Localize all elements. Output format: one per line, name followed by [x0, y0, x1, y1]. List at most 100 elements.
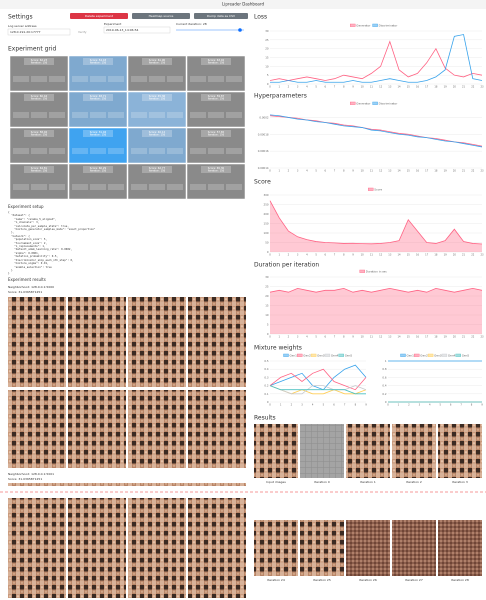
x-tick-label: 11 [370, 170, 374, 173]
cell-sub: Iteration: 156 [31, 62, 48, 65]
x-tick-label: 7 [334, 254, 336, 257]
x-tick-label: 6 [333, 404, 335, 407]
result-image [392, 424, 436, 478]
verify-link[interactable]: Verify [78, 30, 87, 34]
x-tick-label: 13 [388, 336, 392, 339]
cell-stat [108, 76, 124, 82]
cell-stat [226, 148, 242, 154]
x-tick-label: 8 [355, 404, 357, 407]
y-tick-label: 15 [265, 56, 269, 60]
x-tick-label: 7 [334, 86, 336, 89]
legend-label: Generator [356, 23, 371, 27]
x-tick-label: 12 [379, 86, 383, 89]
cell-stat [190, 184, 206, 190]
x-tick-label: 6 [325, 336, 327, 339]
result-image [392, 520, 436, 576]
x-tick-label: 12 [379, 336, 383, 339]
x-tick-label: 21 [462, 170, 466, 173]
cell-stat [90, 184, 106, 190]
cell-stat [108, 184, 124, 190]
x-tick-label: 13 [388, 170, 392, 173]
x-tick-label: 0 [269, 404, 271, 407]
result-images [8, 498, 246, 598]
cell-stat [13, 184, 29, 190]
image-strip [8, 483, 246, 486]
cell-stat [49, 76, 65, 82]
legend-swatch [368, 188, 373, 191]
x-tick-label: 7 [334, 170, 336, 173]
result-label: Input images [266, 480, 286, 484]
x-tick-label: 15 [407, 254, 411, 257]
x-tick-label: 23 [480, 170, 484, 173]
x-tick-label: 16 [416, 254, 420, 257]
cell-stat [167, 76, 183, 82]
result-label: Iteration 0 [314, 480, 330, 484]
button-label: Delete experiment [85, 14, 114, 18]
slider-thumb[interactable] [238, 28, 242, 32]
x-tick-label: 20 [453, 170, 457, 173]
cell-stat [90, 76, 106, 82]
y-tick-label: 0.2 [382, 392, 386, 396]
result-image [254, 520, 298, 576]
cell-stat [13, 112, 29, 118]
y-tick-label: 5 [267, 323, 269, 327]
x-tick-label: 12 [379, 254, 383, 257]
x-tick-label: 15 [407, 86, 411, 89]
x-tick-label: 0 [269, 254, 271, 257]
section-title: Loss [254, 14, 267, 21]
image [128, 297, 186, 387]
cell-stat [131, 184, 147, 190]
legend-swatch [373, 24, 378, 27]
cell-stat [131, 148, 147, 154]
legend-label: Gen4 [331, 353, 339, 357]
x-tick-label: 17 [425, 254, 429, 257]
x-tick-label: 3 [419, 404, 421, 407]
x-tick-label: 0 [269, 336, 271, 339]
x-tick-label: 21 [462, 336, 466, 339]
y-tick-label: 0.00016 [258, 149, 269, 153]
x-tick-label: 0 [269, 86, 271, 89]
legend-swatch [297, 354, 302, 357]
cell-stat [131, 112, 147, 118]
y-tick-label: 20 [265, 47, 269, 51]
legend-swatch [401, 354, 406, 357]
x-tick-label: 10 [361, 254, 365, 257]
x-tick-label: 8 [343, 170, 345, 173]
image [8, 297, 66, 387]
x-tick-label: 4 [306, 336, 308, 339]
section-title: Duration per iteration [254, 262, 319, 269]
cell-sub: Iteration: 156 [208, 98, 225, 101]
x-tick-label: 4 [306, 254, 308, 257]
x-tick-label: 2 [288, 170, 290, 173]
legend-swatch [428, 354, 433, 357]
y-tick-label: 0.00018 [258, 132, 269, 136]
cell-stat [108, 148, 124, 154]
image [68, 297, 126, 387]
cell-sub: Iteration: 156 [31, 134, 48, 137]
series-line [270, 115, 482, 147]
legend-label: Gen3 [317, 353, 325, 357]
legend-swatch [360, 270, 365, 273]
x-tick-label: 3 [297, 170, 299, 173]
cell-stat [208, 112, 224, 118]
legend-label: Gen5 [345, 353, 353, 357]
y-tick-label: 0.8 [382, 367, 386, 371]
x-tick-label: 1 [278, 86, 280, 89]
x-tick-label: 11 [370, 254, 374, 257]
legend-label: Gen1 [290, 353, 298, 357]
x-tick-label: 11 [370, 336, 374, 339]
cell-stat [108, 112, 124, 118]
cell-stat [49, 184, 65, 190]
y-tick-label: 25 [265, 38, 269, 42]
y-tick-label: 0.4 [264, 367, 268, 371]
y-tick-label: 200 [264, 212, 269, 216]
x-tick-label: 17 [425, 86, 429, 89]
x-tick-label: 18 [434, 170, 438, 173]
cell-stat [131, 76, 147, 82]
legend-label: Generator [356, 101, 371, 105]
x-tick-label: 6 [450, 404, 452, 407]
result-image [300, 424, 344, 478]
result-image [346, 520, 390, 576]
y-tick-label: 0.4 [382, 384, 386, 388]
neighborhood: Neighborhood: 128.0.0.1:5001 [8, 472, 54, 476]
